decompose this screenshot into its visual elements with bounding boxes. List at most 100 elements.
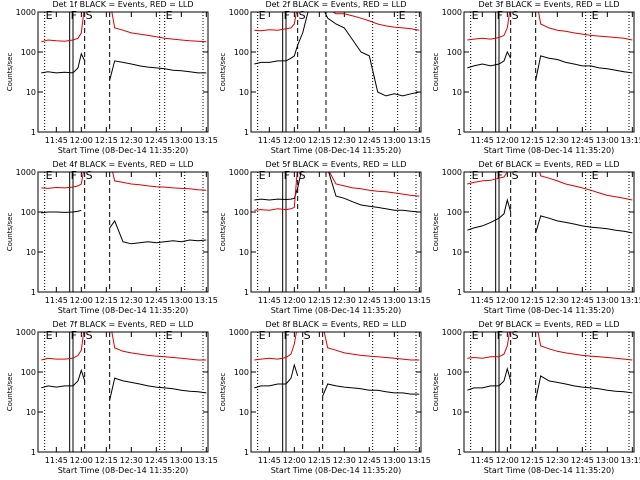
y-tick-label: 100 <box>447 48 462 57</box>
y-axis-label: Counts/sec <box>432 53 440 92</box>
x-tick-label: 12:45 <box>571 136 594 145</box>
event-label: F <box>497 169 503 182</box>
x-tick-label: 12:15 <box>95 296 118 305</box>
plot-frame <box>463 331 635 453</box>
x-tick-label: 12:00 <box>70 456 93 465</box>
x-tick-label: 11:45 <box>45 296 68 305</box>
x-axis-label: Start Time (08-Dec-14 11:35:20) <box>484 146 615 155</box>
y-tick-label: 1 <box>244 288 249 297</box>
y-tick-label: 1000 <box>442 328 462 337</box>
series-line <box>41 332 207 361</box>
series-line <box>467 50 633 81</box>
y-tick-label: 100 <box>447 208 462 217</box>
x-tick-label: 13:15 <box>621 136 640 145</box>
event-label: S <box>86 169 93 182</box>
x-tick-label: 12:15 <box>521 296 544 305</box>
series-line <box>467 332 633 361</box>
event-label: F <box>71 329 77 342</box>
event-label: F <box>284 9 290 22</box>
x-tick-label: 12:45 <box>145 136 168 145</box>
x-axis-label: Start Time (08-Dec-14 11:35:20) <box>271 146 402 155</box>
event-label: F <box>497 9 503 22</box>
series-line <box>41 12 207 43</box>
x-tick-label: 12:15 <box>521 136 544 145</box>
x-tick-label: 12:30 <box>546 456 569 465</box>
x-tick-label: 12:00 <box>283 296 306 305</box>
y-axis-label: Counts/sec <box>432 213 440 252</box>
x-tick-label: 12:00 <box>496 136 519 145</box>
x-tick-label: 12:30 <box>120 136 143 145</box>
x-tick-label: 13:00 <box>596 296 619 305</box>
x-axis-label: Start Time (08-Dec-14 11:35:20) <box>271 466 402 475</box>
y-tick-label: 1 <box>457 448 462 457</box>
y-tick-label: 1000 <box>442 168 462 177</box>
panel: Det 3f BLACK = Events, RED = LLD Start Ti… <box>432 0 640 155</box>
x-tick-label: 12:30 <box>120 296 143 305</box>
chart-title: Det 9f BLACK = Events, RED = LLD <box>478 320 619 329</box>
y-tick-label: 100 <box>234 48 249 57</box>
y-tick-label: 1 <box>244 128 249 137</box>
x-tick-label: 12:15 <box>308 296 331 305</box>
event-label: F <box>71 169 77 182</box>
event-label: E <box>472 9 479 22</box>
chart-title: Det 5f BLACK = Events, RED = LLD <box>265 160 406 169</box>
x-tick-label: 12:30 <box>333 136 356 145</box>
y-tick-label: 10 <box>452 408 462 417</box>
x-tick-label: 11:45 <box>258 136 281 145</box>
y-tick-label: 1000 <box>16 328 36 337</box>
plot-frame <box>463 11 635 133</box>
y-tick-label: 1000 <box>16 8 36 17</box>
event-label: F <box>497 329 503 342</box>
event-label: F <box>284 169 290 182</box>
event-label: S <box>512 169 519 182</box>
chart-title: Det 6f BLACK = Events, RED = LLD <box>478 160 619 169</box>
x-tick-label: 12:15 <box>95 136 118 145</box>
x-tick-label: 12:45 <box>358 296 381 305</box>
y-axis-label: Counts/sec <box>219 213 227 252</box>
x-tick-label: 12:30 <box>333 456 356 465</box>
panel: Det 5f BLACK = Events, RED = LLD Start Ti… <box>219 160 431 315</box>
y-tick-label: 10 <box>239 248 249 257</box>
chart-title: Det 4f BLACK = Events, RED = LLD <box>52 160 193 169</box>
panel: Det 6f BLACK = Events, RED = LLD Start Ti… <box>432 160 640 315</box>
y-axis-label: Counts/sec <box>6 53 14 92</box>
x-tick-label: 13:15 <box>621 456 640 465</box>
event-label: E <box>592 9 599 22</box>
x-tick-label: 12:45 <box>358 136 381 145</box>
y-axis-label: Counts/sec <box>6 213 14 252</box>
y-axis-label: Counts/sec <box>219 53 227 92</box>
x-tick-label: 12:15 <box>95 456 118 465</box>
panel: Det 4f BLACK = Events, RED = LLD Start Ti… <box>6 160 218 315</box>
event-label: E <box>592 169 599 182</box>
event-label: S <box>86 329 93 342</box>
event-label: S <box>299 169 306 182</box>
x-tick-label: 11:45 <box>471 456 494 465</box>
event-label: S <box>304 329 311 342</box>
event-label: E <box>259 169 266 182</box>
x-tick-label: 12:00 <box>283 456 306 465</box>
x-tick-label: 12:30 <box>546 136 569 145</box>
chart-title: Det 2f BLACK = Events, RED = LLD <box>265 0 406 9</box>
y-tick-label: 1000 <box>229 8 249 17</box>
x-tick-label: 13:15 <box>195 456 218 465</box>
series-line <box>41 172 207 191</box>
x-axis-label: Start Time (08-Dec-14 11:35:20) <box>484 306 615 315</box>
series-line <box>254 332 420 361</box>
y-tick-label: 1000 <box>229 328 249 337</box>
series-line <box>467 172 633 201</box>
x-tick-label: 13:15 <box>195 136 218 145</box>
x-axis-label: Start Time (08-Dec-14 11:35:20) <box>271 306 402 315</box>
y-tick-label: 10 <box>239 408 249 417</box>
x-tick-label: 13:15 <box>621 296 640 305</box>
x-tick-label: 12:30 <box>333 296 356 305</box>
x-tick-label: 11:45 <box>45 136 68 145</box>
x-tick-label: 13:15 <box>195 296 218 305</box>
y-tick-label: 1 <box>31 128 36 137</box>
y-tick-label: 1000 <box>442 8 462 17</box>
x-tick-label: 13:15 <box>408 456 431 465</box>
x-tick-label: 13:15 <box>408 136 431 145</box>
series-line <box>254 363 420 397</box>
y-axis-label: Counts/sec <box>432 373 440 412</box>
x-tick-label: 12:45 <box>145 296 168 305</box>
